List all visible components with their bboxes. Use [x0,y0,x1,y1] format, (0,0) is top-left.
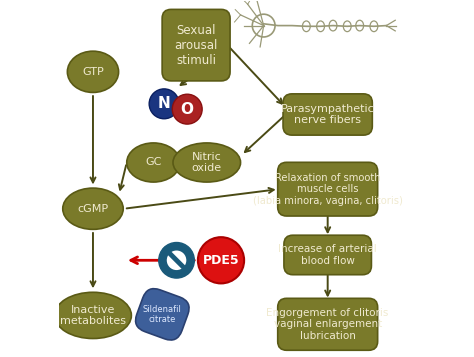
Text: Increase of arterial
blood flow: Increase of arterial blood flow [278,244,377,266]
Circle shape [172,94,202,124]
Text: Engorgement of clitoris
vaginal enlargement
lubrication: Engorgement of clitoris vaginal enlargem… [266,308,389,341]
FancyBboxPatch shape [162,9,230,81]
Ellipse shape [63,188,123,229]
Circle shape [149,89,179,119]
Ellipse shape [173,143,241,182]
FancyBboxPatch shape [284,235,372,275]
Ellipse shape [67,51,118,92]
FancyBboxPatch shape [283,94,372,135]
Text: Parasympathetic
nerve fibers: Parasympathetic nerve fibers [281,104,374,125]
Circle shape [198,237,244,283]
FancyBboxPatch shape [136,289,189,340]
Text: Sildenafil
citrate: Sildenafil citrate [143,305,182,324]
Text: Relaxation of smooth
muscle cells
(labia minora, vagina, clitoris): Relaxation of smooth muscle cells (labia… [253,172,402,206]
Text: cGMP: cGMP [77,204,109,214]
Text: N: N [158,96,171,111]
Text: GTP: GTP [82,67,104,77]
FancyBboxPatch shape [278,162,378,216]
FancyBboxPatch shape [278,298,378,350]
Text: Inactive
metabolites: Inactive metabolites [60,305,126,326]
Circle shape [167,251,186,270]
Ellipse shape [55,292,131,338]
Text: GC: GC [145,157,162,167]
Ellipse shape [127,143,180,182]
Text: O: O [181,102,194,117]
Text: Sexual
arousal
stimuli: Sexual arousal stimuli [174,24,218,67]
Circle shape [159,242,194,278]
Text: PDE5: PDE5 [203,254,239,267]
Text: Nitric
oxide: Nitric oxide [191,152,222,173]
